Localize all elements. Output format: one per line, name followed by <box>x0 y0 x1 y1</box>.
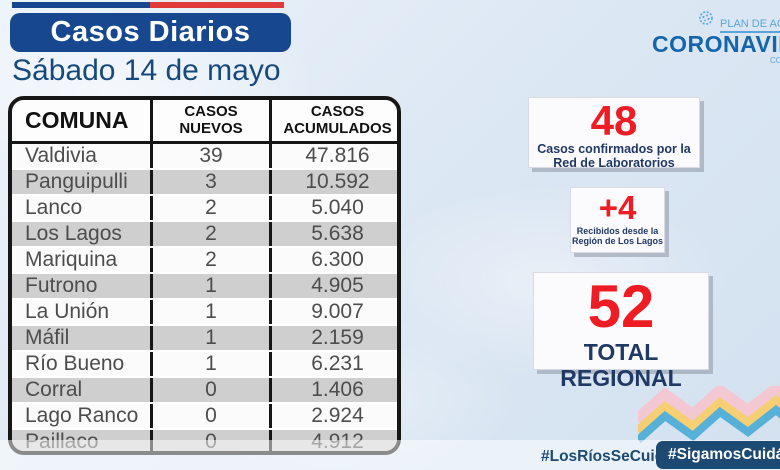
regional-total-caption: TOTAL REGIONAL <box>560 339 682 392</box>
table-row: Panguipulli 3 10.592 <box>12 168 397 194</box>
report-date: Sábado 14 de mayo <box>12 54 281 87</box>
received-cases-value: +4 <box>598 189 637 226</box>
table-row: La Unión 1 9.007 <box>12 298 397 324</box>
comuna-name: Futrono <box>25 274 98 297</box>
table-row: Los Lagos 2 5.638 <box>12 220 397 246</box>
comuna-name: Río Bueno <box>25 352 125 375</box>
accent-bar-red <box>150 2 284 8</box>
confirmed-cases-value: 48 <box>590 97 638 144</box>
confirmed-cases-card: 48 Casos confirmados por la Red de Labor… <box>528 97 700 171</box>
brand-subtitle: COVID-19 <box>770 56 780 65</box>
zigzag-wave-decoration <box>633 381 780 449</box>
confirmed-cases-caption: Casos confirmados por la Red de Laborato… <box>537 142 691 171</box>
casos-nuevos-value: 2 <box>150 248 269 272</box>
casos-nuevos-value: 1 <box>150 274 269 298</box>
casos-nuevos-value: 2 <box>150 196 269 220</box>
comuna-name: Lanco <box>25 196 83 219</box>
table-row: Lanco 2 5.040 <box>12 194 397 220</box>
top-accent-bar <box>12 2 284 8</box>
table-body: Valdivia 39 47.816 Panguipulli 3 10.592 … <box>12 144 397 451</box>
casos-nuevos-value: 1 <box>150 326 269 350</box>
table-row: Corral 0 1.406 <box>12 376 397 402</box>
comuna-name: Los Lagos <box>25 222 122 245</box>
casos-nuevos-value: 2 <box>150 222 269 246</box>
casos-nuevos-value: 1 <box>150 352 269 376</box>
regional-total-value: 52 <box>587 273 655 340</box>
table-row: Mariquina 2 6.300 <box>12 246 397 272</box>
casos-nuevos-value: 0 <box>150 404 269 428</box>
table-row: Futrono 1 4.905 <box>12 272 397 298</box>
casos-nuevos-value: 0 <box>150 378 269 402</box>
casos-acumulados-value: 6.231 <box>269 352 397 376</box>
received-cases-card: +4 Recibidos desde la Región de Los Lago… <box>570 187 665 253</box>
casos-acumulados-value: 47.816 <box>269 144 397 168</box>
virus-icon <box>696 8 716 33</box>
table-header-row: COMUNA CASOS NUEVOS CASOS ACUMULADOS <box>12 100 397 144</box>
casos-acumulados-value: 6.300 <box>269 248 397 272</box>
comuna-name: Lago Ranco <box>25 404 139 427</box>
comuna-name: Panguipulli <box>25 170 128 193</box>
casos-acumulados-value: 9.007 <box>269 300 397 324</box>
column-header-comuna: COMUNA <box>25 107 129 133</box>
comuna-name: Máfil <box>25 326 70 349</box>
casos-acumulados-value: 10.592 <box>269 170 397 194</box>
comuna-name: Valdivia <box>25 144 97 167</box>
casos-nuevos-value: 1 <box>150 300 269 324</box>
casos-acumulados-value: 5.638 <box>269 222 397 246</box>
casos-acumulados-value: 2.924 <box>269 404 397 428</box>
title-banner: Casos Diarios <box>10 13 291 52</box>
comuna-name: Corral <box>25 378 83 401</box>
regional-total-card: 52 TOTAL REGIONAL <box>533 272 709 391</box>
hashtag-sigamos-badge: #SigamosCuidándonos <box>656 441 780 469</box>
table-row: Máfil 1 2.159 <box>12 324 397 350</box>
casos-acumulados-value: 5.040 <box>269 196 397 220</box>
casos-acumulados-value: 4.905 <box>269 274 397 298</box>
column-header-casos-acumulados: CASOS ACUMULADOS <box>269 100 397 141</box>
table-row: Lago Ranco 0 2.924 <box>12 402 397 428</box>
brand-name: CORONAVIRUS <box>652 31 780 57</box>
comuna-name: La Unión <box>25 300 110 323</box>
coronavirus-logo: PLAN DE ACCIÓN CORONAVIRUS COVID-19 <box>652 8 780 65</box>
page-title: Casos Diarios <box>50 16 251 48</box>
table-row: Valdivia 39 47.816 <box>12 144 397 168</box>
casos-acumulados-value: 1.406 <box>269 378 397 402</box>
footer-strip <box>0 440 780 470</box>
plan-label: PLAN DE ACCIÓN <box>720 18 780 33</box>
casos-nuevos-value: 39 <box>150 144 269 168</box>
cases-table: COMUNA CASOS NUEVOS CASOS ACUMULADOS Val… <box>8 96 401 455</box>
received-cases-caption: Recibidos desde la Región de Los Lagos <box>571 226 663 247</box>
casos-acumulados-value: 2.159 <box>269 326 397 350</box>
table-row: Río Bueno 1 6.231 <box>12 350 397 376</box>
comuna-name: Mariquina <box>25 248 118 271</box>
column-header-casos-nuevos: CASOS NUEVOS <box>150 100 269 141</box>
accent-bar-blue <box>12 2 150 8</box>
hashtag-losrios: #LosRíosSeCuida <box>541 448 673 465</box>
casos-nuevos-value: 3 <box>150 170 269 194</box>
